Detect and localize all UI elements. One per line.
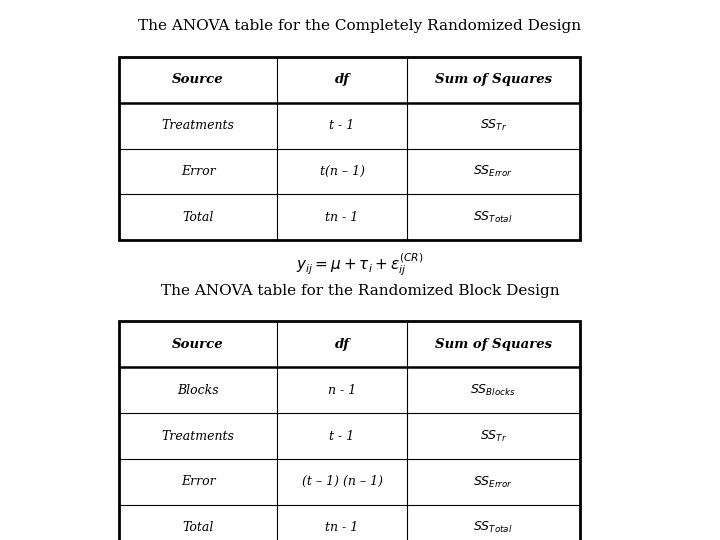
Text: The ANOVA table for the Randomized Block Design: The ANOVA table for the Randomized Block… <box>161 284 559 298</box>
Text: $SS_{Blocks}$: $SS_{Blocks}$ <box>470 383 516 397</box>
Text: tn - 1: tn - 1 <box>325 521 359 535</box>
Text: Source: Source <box>172 338 224 351</box>
Text: Treatments: Treatments <box>161 429 235 443</box>
Text: t(n – 1): t(n – 1) <box>320 165 364 178</box>
Text: Total: Total <box>182 521 214 535</box>
Text: $y_{ij} = \mu + \tau_i + \varepsilon_{ij}^{(CR)}$: $y_{ij} = \mu + \tau_i + \varepsilon_{ij… <box>296 251 424 278</box>
Bar <box>119 57 580 240</box>
Text: Source: Source <box>172 73 224 86</box>
Text: The ANOVA table for the Completely Randomized Design: The ANOVA table for the Completely Rando… <box>138 19 582 33</box>
Text: tn - 1: tn - 1 <box>325 211 359 224</box>
Text: $SS_{Tr}$: $SS_{Tr}$ <box>480 429 507 443</box>
Text: n - 1: n - 1 <box>328 383 356 397</box>
Text: $SS_{Tr}$: $SS_{Tr}$ <box>480 118 507 133</box>
Text: Error: Error <box>181 165 215 178</box>
Text: Treatments: Treatments <box>161 119 235 132</box>
Text: Blocks: Blocks <box>177 383 219 397</box>
Text: Sum of Squares: Sum of Squares <box>435 338 552 351</box>
Text: $SS_{Error}$: $SS_{Error}$ <box>473 164 513 179</box>
Text: $SS_{Error}$: $SS_{Error}$ <box>473 475 513 489</box>
Bar <box>119 321 580 540</box>
Text: $SS_{Total}$: $SS_{Total}$ <box>473 521 513 535</box>
Text: Total: Total <box>182 211 214 224</box>
Text: df: df <box>335 73 349 86</box>
Text: df: df <box>335 338 349 351</box>
Text: $SS_{Total}$: $SS_{Total}$ <box>473 210 513 225</box>
Text: t - 1: t - 1 <box>329 119 355 132</box>
Text: Error: Error <box>181 475 215 489</box>
Text: t - 1: t - 1 <box>329 429 355 443</box>
Text: Sum of Squares: Sum of Squares <box>435 73 552 86</box>
Text: (t – 1) (n – 1): (t – 1) (n – 1) <box>302 475 382 489</box>
